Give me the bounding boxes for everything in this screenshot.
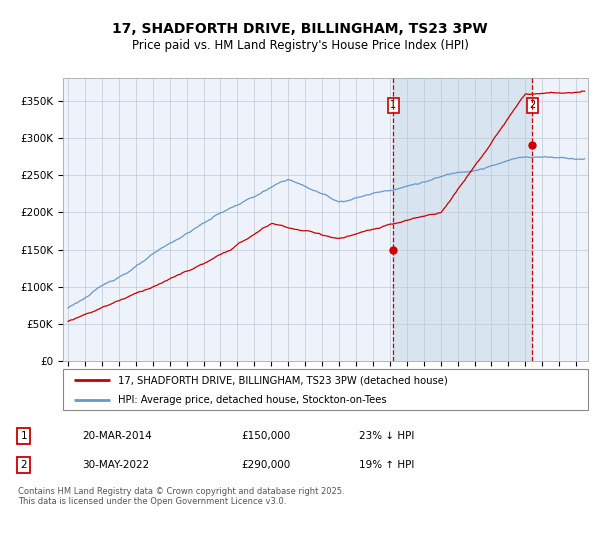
Text: 30-MAY-2022: 30-MAY-2022 (82, 460, 149, 470)
Text: 17, SHADFORTH DRIVE, BILLINGHAM, TS23 3PW: 17, SHADFORTH DRIVE, BILLINGHAM, TS23 3P… (112, 22, 488, 36)
Text: HPI: Average price, detached house, Stockton-on-Tees: HPI: Average price, detached house, Stoc… (118, 395, 387, 405)
Text: 2: 2 (20, 460, 27, 470)
Text: 17, SHADFORTH DRIVE, BILLINGHAM, TS23 3PW (detached house): 17, SHADFORTH DRIVE, BILLINGHAM, TS23 3P… (118, 376, 448, 385)
Text: Price paid vs. HM Land Registry's House Price Index (HPI): Price paid vs. HM Land Registry's House … (131, 39, 469, 52)
Text: £150,000: £150,000 (241, 431, 290, 441)
Bar (394, 78, 532, 361)
FancyBboxPatch shape (63, 369, 588, 410)
Text: 1: 1 (391, 100, 397, 110)
Text: 1: 1 (20, 431, 27, 441)
Text: 19% ↑ HPI: 19% ↑ HPI (359, 460, 414, 470)
Text: 20-MAR-2014: 20-MAR-2014 (82, 431, 152, 441)
Text: 23% ↓ HPI: 23% ↓ HPI (359, 431, 414, 441)
Text: £290,000: £290,000 (241, 460, 290, 470)
Text: Contains HM Land Registry data © Crown copyright and database right 2025.
This d: Contains HM Land Registry data © Crown c… (18, 487, 344, 506)
Text: 2: 2 (529, 100, 535, 110)
